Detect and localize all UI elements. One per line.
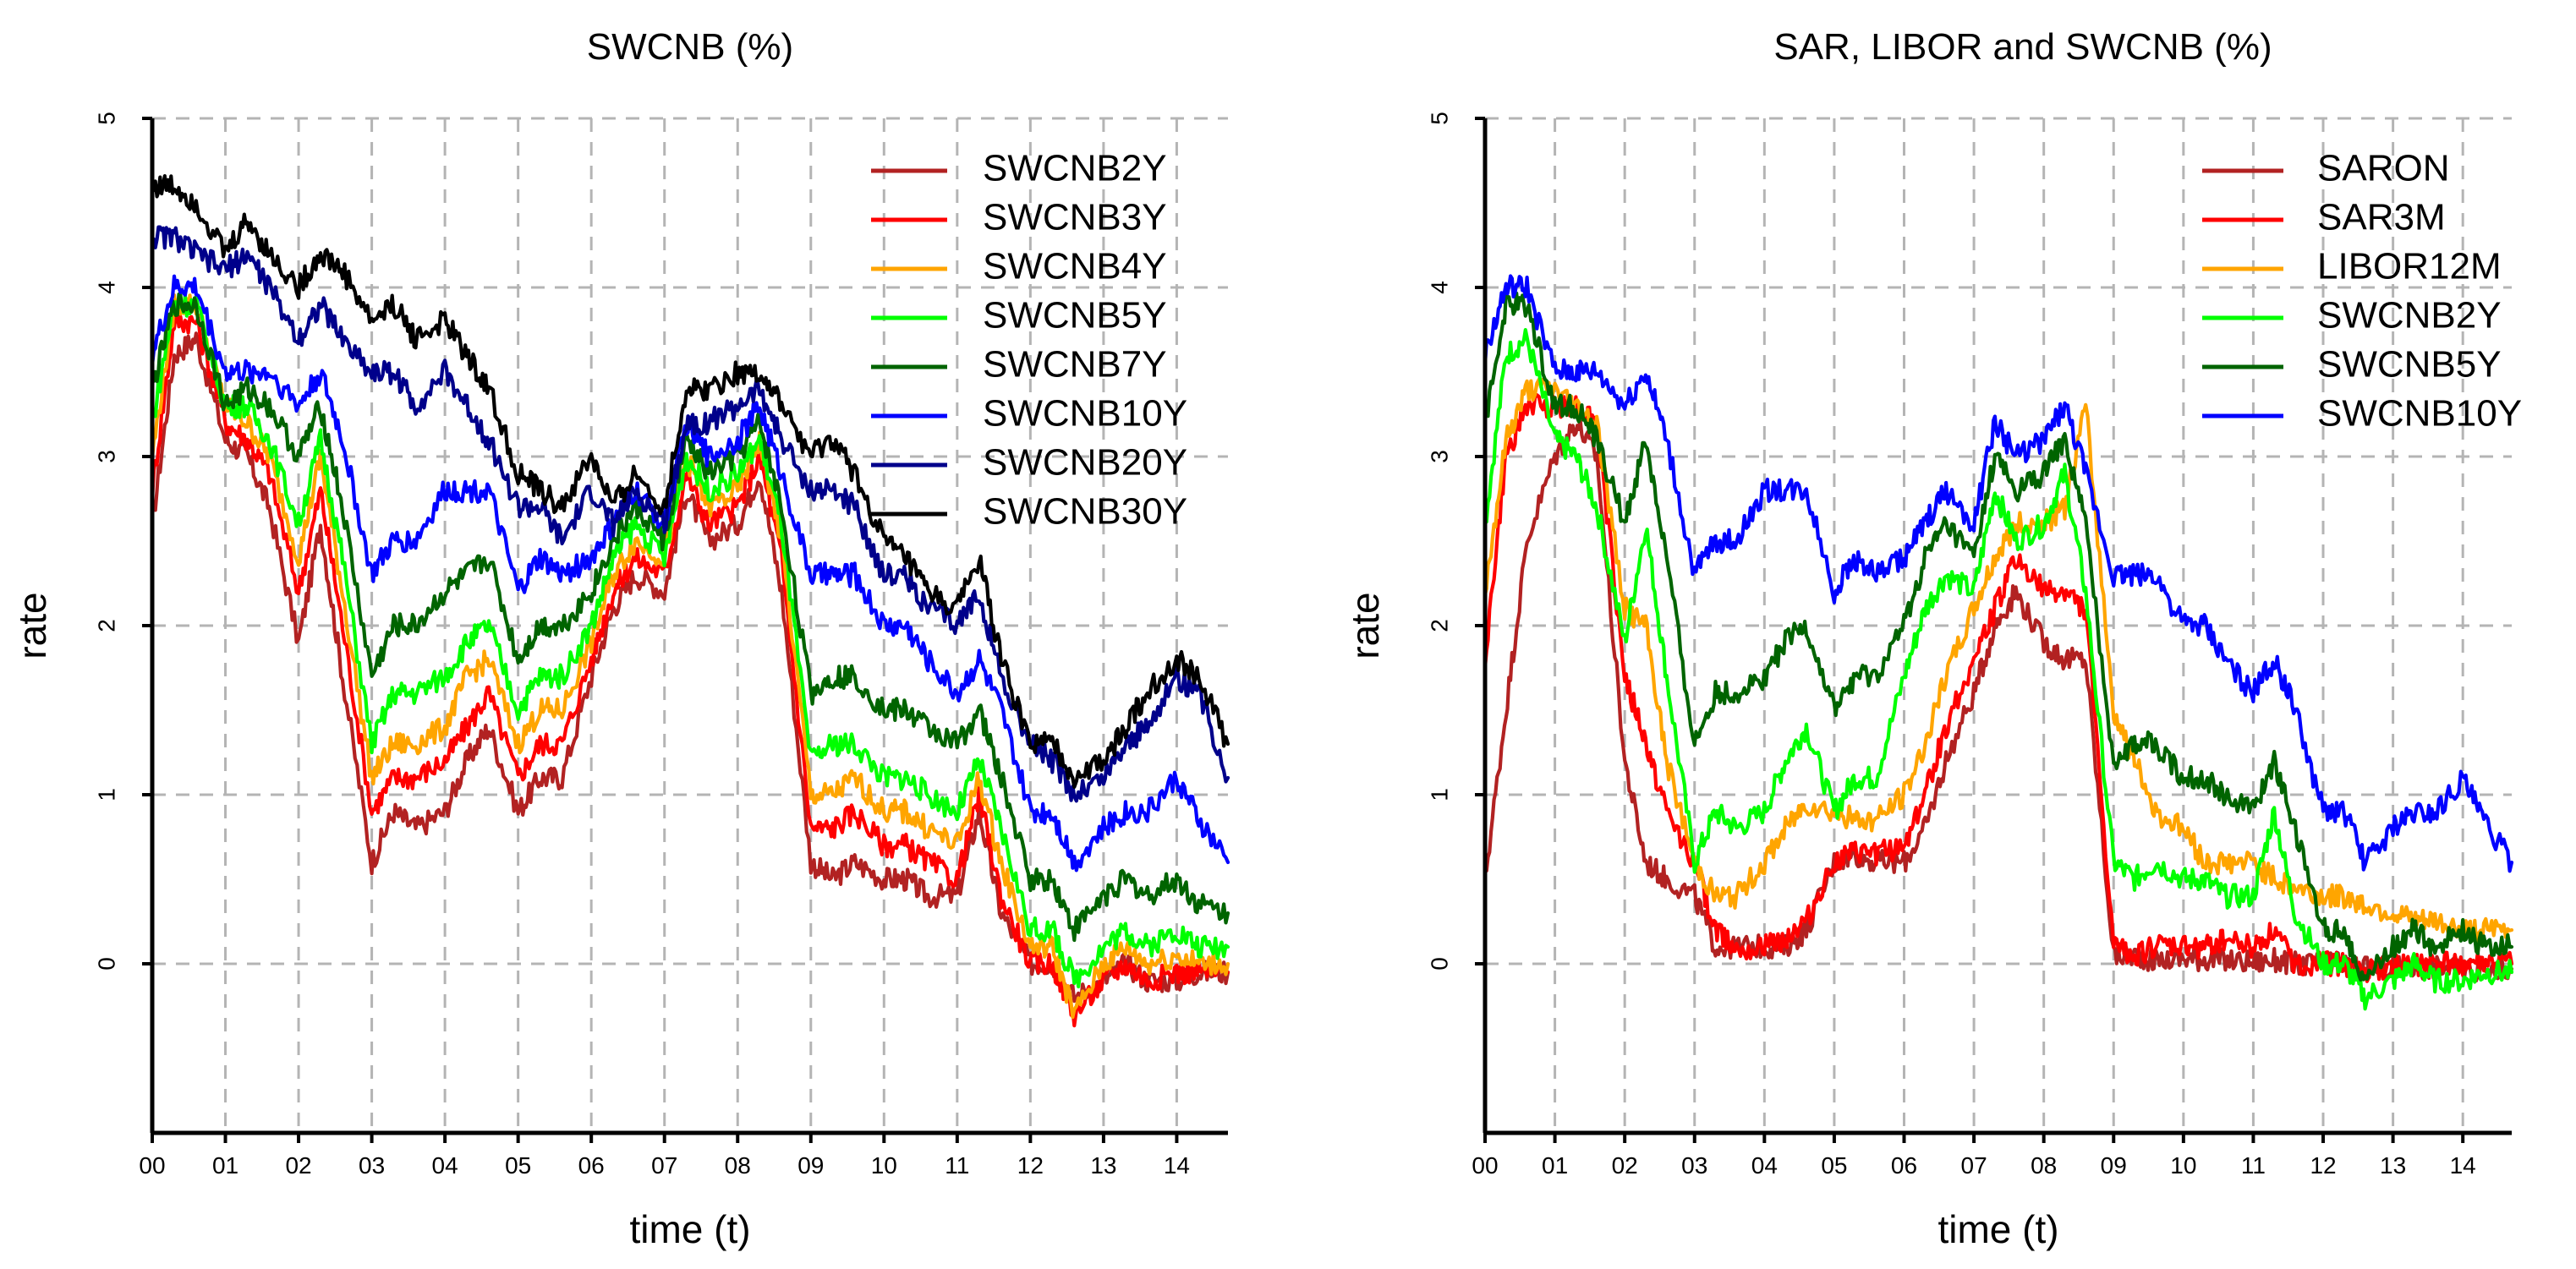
y-axis-label: rate (1343, 592, 1387, 659)
x-tick-label: 03 (1681, 1152, 1707, 1179)
x-tick-label: 09 (797, 1152, 824, 1179)
x-tick-label: 04 (1751, 1152, 1778, 1179)
legend-label: SWCNB4Y (983, 246, 1167, 287)
x-tick-label: 11 (945, 1152, 969, 1179)
legend-label: SAR3M (2317, 197, 2446, 238)
series-line-swcnb20y (150, 225, 1230, 803)
y-tick-label: 2 (93, 619, 119, 632)
x-tick-label: 04 (432, 1152, 458, 1179)
x-tick-label: 02 (285, 1152, 311, 1179)
chart-panel-left: 00 01 02 03 04 05 06 07 08 09 10 11 12 13 14012345SWCN… (10, 26, 1230, 1251)
x-tick-label: 02 (1612, 1152, 1638, 1179)
x-tick-label: 00 (1472, 1152, 1498, 1179)
x-tick-label: 10 (2170, 1152, 2196, 1179)
legend-label: SWCNB7Y (983, 344, 1167, 386)
series-line-libor12m (1483, 377, 2514, 944)
x-tick-label: 12 (2310, 1152, 2336, 1179)
x-axis-label: time (t) (629, 1207, 750, 1251)
chart-panel-right: 00 01 02 03 04 05 06 07 08 09 10 11 12 13 14012345SAR,… (1343, 26, 2522, 1251)
legend-label: SWCNB2Y (983, 148, 1167, 189)
x-tick-label: 11 (2241, 1152, 2266, 1179)
series-line-swcnb10y (150, 274, 1230, 872)
legend-label: SWCNB20Y (983, 442, 1187, 484)
x-tick-label: 08 (2031, 1152, 2057, 1179)
y-tick-label: 4 (1426, 281, 1452, 294)
series-line-swcnb30y (150, 174, 1230, 789)
legend-label: SWCNB5Y (2317, 344, 2502, 386)
x-tick-label: 12 (1017, 1152, 1044, 1179)
chart-title: SWCNB (%) (587, 26, 793, 68)
legend-label: SWCNB2Y (2317, 295, 2502, 336)
x-tick-label: 01 (1542, 1152, 1568, 1179)
x-tick-label: 05 (1821, 1152, 1847, 1179)
x-tick-label: 08 (725, 1152, 751, 1179)
y-tick-label: 3 (1426, 450, 1452, 463)
x-tick-label: 07 (1961, 1152, 1987, 1179)
y-tick-label: 2 (1426, 619, 1452, 632)
legend-label: SWCNB30Y (983, 491, 1187, 533)
x-tick-label: 09 (2101, 1152, 2127, 1179)
x-tick-label: 00 (139, 1152, 165, 1179)
y-tick-label: 4 (93, 281, 119, 294)
y-axis-label: rate (10, 592, 54, 659)
x-tick-label: 01 (212, 1152, 238, 1179)
legend-label: SWCNB3Y (983, 197, 1167, 238)
x-tick-label: 07 (651, 1152, 677, 1179)
legend-label: LIBOR12M (2317, 246, 2502, 287)
x-tick-label: 03 (359, 1152, 385, 1179)
series-line-sar3m (1483, 393, 2514, 983)
x-tick-label: 06 (1891, 1152, 1917, 1179)
chart-title: SAR, LIBOR and SWCNB (%) (1773, 26, 2272, 68)
legend-label: SWCNB5Y (983, 295, 1167, 336)
x-tick-label: 14 (1164, 1152, 1190, 1179)
series-line-swcnb3y (150, 311, 1230, 1028)
series-line-swcnb2y (1483, 328, 2514, 1011)
y-tick-label: 0 (93, 957, 119, 971)
x-tick-label: 05 (505, 1152, 531, 1179)
x-tick-label: 13 (1090, 1152, 1116, 1179)
legend-label: SWCNB10Y (2317, 393, 2522, 435)
y-tick-label: 1 (93, 788, 119, 801)
y-tick-label: 1 (1426, 788, 1452, 801)
x-tick-label: 10 (871, 1152, 897, 1179)
y-tick-label: 5 (93, 112, 119, 125)
y-tick-label: 0 (1426, 957, 1452, 971)
y-tick-label: 3 (93, 450, 119, 463)
legend-label: SARON (2317, 148, 2449, 189)
series-line-swcnb5y (150, 293, 1230, 989)
series-line-swcnb10y (1483, 274, 2514, 873)
x-tick-label: 13 (2380, 1152, 2406, 1179)
series-line-swcnb5y (1483, 291, 2514, 982)
x-tick-label: 14 (2450, 1152, 2476, 1179)
x-axis-label: time (t) (1937, 1207, 2058, 1251)
x-tick-label: 06 (578, 1152, 605, 1179)
legend-label: SWCNB10Y (983, 393, 1187, 435)
y-tick-label: 5 (1426, 112, 1452, 125)
